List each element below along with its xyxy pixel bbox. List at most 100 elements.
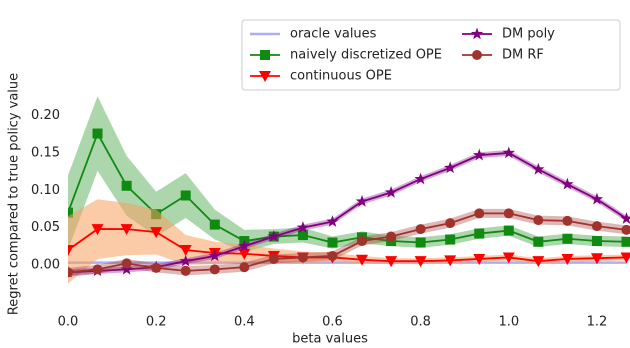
x-tick-label: 0.0	[58, 315, 79, 330]
y-axis-label: Regret compared to true policy value	[7, 73, 22, 315]
marker	[179, 244, 192, 256]
marker	[92, 264, 103, 275]
marker	[473, 148, 486, 161]
marker	[443, 161, 457, 174]
x-tick-label: 1.0	[498, 315, 519, 330]
legend-label: oracle values	[290, 27, 377, 42]
marker	[238, 248, 251, 260]
marker	[472, 50, 482, 60]
marker	[180, 190, 191, 201]
x-tick-label: 1.2	[587, 315, 608, 330]
legend-box	[241, 19, 621, 91]
legend-label: naively discretized OPE	[290, 48, 442, 63]
marker	[120, 224, 133, 236]
plot-area	[68, 96, 630, 284]
marker	[209, 219, 220, 230]
y-tick-label: 0.15	[31, 145, 60, 160]
marker	[620, 212, 630, 224]
legend-label: DM RF	[502, 48, 544, 63]
marker	[562, 215, 573, 226]
marker	[327, 250, 338, 261]
marker	[561, 253, 574, 265]
marker	[533, 215, 544, 226]
y-tick-label: 0.10	[31, 183, 60, 198]
marker	[268, 253, 279, 264]
marker	[179, 254, 192, 267]
y-tick-label: 0.20	[31, 108, 60, 123]
marker	[68, 207, 73, 218]
marker	[444, 255, 457, 267]
legend-label: continuous OPE	[290, 69, 392, 84]
marker	[68, 267, 73, 278]
marker	[590, 192, 604, 205]
marker	[150, 227, 163, 239]
marker	[414, 256, 427, 268]
marker	[503, 225, 514, 236]
marker	[533, 236, 544, 247]
marker	[297, 230, 308, 241]
series-line	[68, 228, 627, 263]
marker	[532, 162, 545, 175]
marker	[259, 71, 271, 82]
marker	[621, 236, 630, 247]
marker	[590, 253, 603, 265]
marker	[386, 231, 397, 242]
marker	[561, 177, 574, 190]
marker	[327, 237, 338, 248]
error-band	[68, 199, 627, 284]
marker	[297, 252, 308, 263]
marker	[296, 221, 310, 233]
marker	[414, 172, 427, 185]
marker	[474, 228, 485, 239]
marker	[208, 249, 221, 262]
marker	[532, 256, 545, 268]
x-tick-label: 0.2	[146, 315, 167, 330]
marker	[474, 208, 485, 219]
x-tick-label: 0.6	[322, 315, 343, 330]
marker	[502, 252, 515, 264]
marker	[68, 244, 74, 256]
marker	[151, 262, 162, 273]
marker	[384, 186, 398, 198]
error-band	[68, 149, 627, 276]
marker	[326, 215, 339, 227]
marker	[503, 208, 514, 219]
y-tick-label: 0.00	[31, 257, 60, 272]
marker	[621, 224, 630, 235]
legend: oracle values naively discretized OPE cont…	[241, 19, 621, 91]
marker	[180, 265, 191, 276]
marker	[357, 236, 368, 247]
marker	[562, 233, 573, 244]
marker	[470, 27, 484, 40]
x-axis-label: beta values	[292, 332, 368, 347]
marker	[92, 128, 103, 139]
marker	[415, 224, 426, 235]
marker	[445, 234, 456, 245]
marker	[445, 218, 456, 229]
x-tick-label: 0.8	[410, 315, 431, 330]
marker	[239, 262, 250, 273]
marker	[209, 264, 220, 275]
marker	[267, 230, 281, 242]
marker	[238, 239, 251, 252]
marker	[415, 237, 426, 248]
marker	[473, 253, 486, 265]
y-tick-label: 0.05	[31, 220, 60, 235]
legend-label: DM poly	[502, 27, 555, 42]
marker	[260, 50, 270, 60]
marker	[502, 146, 515, 159]
marker	[355, 194, 369, 207]
series-line	[68, 152, 627, 274]
marker	[121, 180, 132, 191]
marker	[620, 252, 630, 264]
marker	[120, 262, 133, 275]
marker	[91, 224, 104, 236]
marker	[591, 236, 602, 247]
marker	[356, 254, 369, 266]
marker	[385, 256, 398, 268]
x-tick-label: 0.4	[234, 315, 255, 330]
marker	[591, 221, 602, 232]
marker	[121, 258, 132, 269]
error-band	[68, 96, 627, 253]
